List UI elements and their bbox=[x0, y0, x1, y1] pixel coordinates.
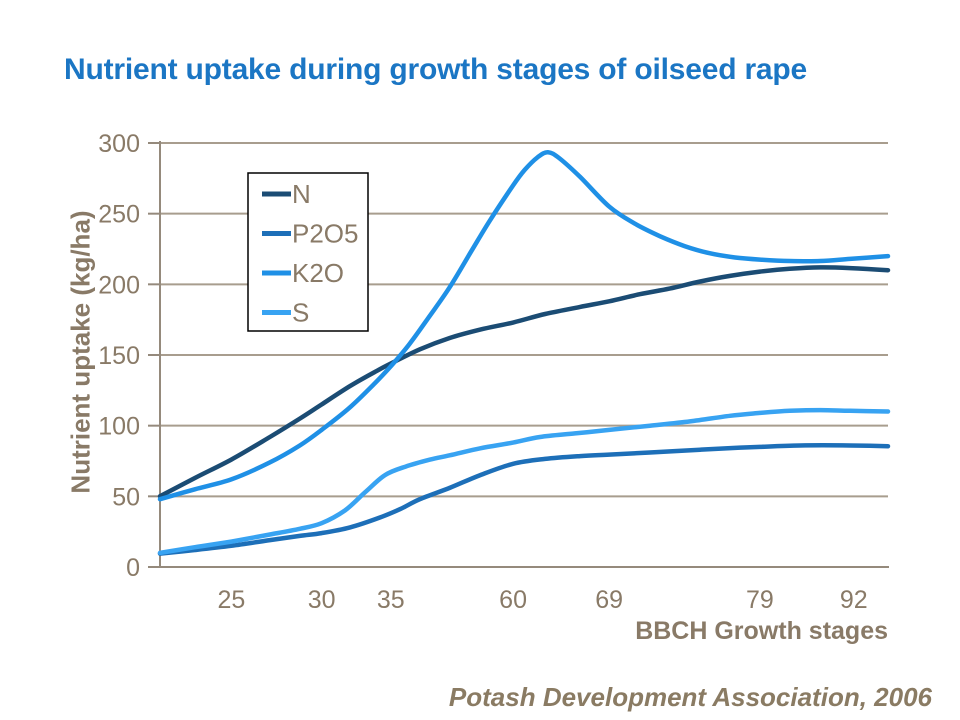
x-tick-labels: 25 30 35 60 69 79 92 bbox=[217, 586, 867, 614]
legend-box bbox=[247, 172, 369, 332]
series-line-N bbox=[157, 265, 891, 499]
series-line-S bbox=[157, 407, 891, 556]
x-tick-label-79: 79 bbox=[746, 586, 774, 614]
legend-label-S: S bbox=[292, 298, 309, 328]
y-tick-label-150: 150 bbox=[98, 342, 140, 370]
x-axis-title: BBCH Growth stages bbox=[635, 617, 888, 645]
chart-title: Nutrient uptake during growth stages of … bbox=[64, 53, 808, 86]
legend-label-N: N bbox=[292, 179, 311, 209]
series-line-P2O5 bbox=[157, 443, 891, 556]
x-tick-label-35: 35 bbox=[377, 586, 405, 614]
y-tick-label-200: 200 bbox=[98, 271, 140, 299]
x-tick-label-92: 92 bbox=[840, 586, 868, 614]
y-tick-label-100: 100 bbox=[98, 413, 140, 441]
legend-label-P2O5: P2O5 bbox=[292, 219, 359, 249]
x-tick-label-25: 25 bbox=[217, 586, 245, 614]
y-tick-labels: 0 50 100 150 200 250 300 bbox=[98, 130, 140, 582]
y-axis-title: Nutrient uptake (kg/ha) bbox=[65, 210, 96, 494]
x-tick-label-60: 60 bbox=[499, 586, 527, 614]
y-tick-label-300: 300 bbox=[98, 130, 140, 158]
y-tick-label-250: 250 bbox=[98, 201, 140, 229]
attribution-text: Potash Development Association, 2006 bbox=[448, 682, 932, 712]
y-tick-label-0: 0 bbox=[126, 554, 140, 582]
series-line-K2O bbox=[157, 149, 891, 502]
x-tick-label-30: 30 bbox=[308, 586, 336, 614]
legend: N P2O5 K2O S bbox=[247, 172, 369, 332]
x-tick-label-69: 69 bbox=[595, 586, 623, 614]
series-lines bbox=[157, 149, 891, 556]
y-tick-label-50: 50 bbox=[112, 483, 140, 511]
legend-label-K2O: K2O bbox=[292, 258, 344, 288]
